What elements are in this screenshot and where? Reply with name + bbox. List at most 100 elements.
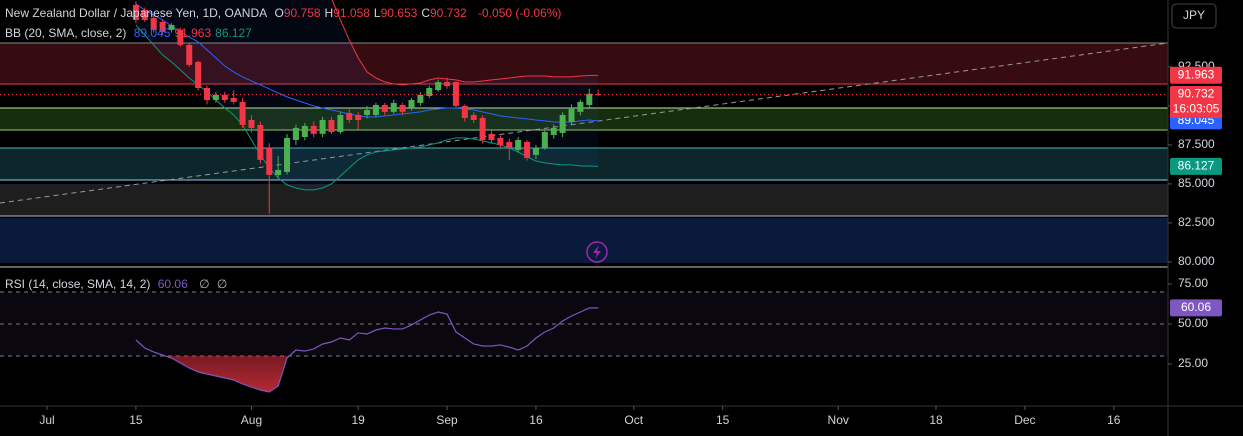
x-tick-label: Jul	[39, 413, 54, 427]
candle-body	[444, 82, 451, 87]
zone	[0, 43, 1168, 84]
candle-body	[328, 119, 335, 132]
price-tag	[1170, 299, 1222, 317]
ohlc: O90.758 H91.058 L90.653 C90.732	[275, 6, 471, 20]
price-tag	[1170, 157, 1222, 175]
candle-body	[177, 29, 184, 45]
price-tag-label: 91.963	[1178, 67, 1215, 81]
candle-body	[292, 127, 299, 140]
ohlc-value: 90.732	[429, 6, 467, 20]
candle-body	[488, 133, 495, 140]
rsi-last: 60.06	[157, 277, 188, 291]
ohlc-value: 90.758	[283, 6, 321, 20]
x-tick-label: 16	[1107, 413, 1121, 427]
currency[interactable]: JPY	[1183, 8, 1205, 22]
candle-body	[301, 125, 308, 137]
candle-body	[319, 119, 326, 134]
candle-body	[497, 137, 504, 145]
rsi-line	[135, 307, 599, 393]
candle-body	[435, 82, 442, 91]
candle-body	[159, 21, 166, 32]
rsi-value: 60.06	[158, 277, 192, 291]
candle-body	[506, 141, 513, 148]
candle-body	[461, 105, 468, 118]
candle-body	[221, 94, 228, 101]
x-tick-label: 18	[929, 413, 943, 427]
candle-body	[346, 112, 353, 120]
candle-body	[568, 107, 575, 123]
axes: 80.00082.50085.00087.50090.00092.500Jul1…	[39, 59, 1222, 427]
candle-body	[470, 114, 477, 120]
zone	[0, 148, 1168, 180]
candle-body	[417, 94, 424, 103]
bb-legend: BB (20, SMA, close, 2) 89.045 91.963 86.12…	[5, 26, 260, 40]
candle-body	[452, 82, 459, 106]
candle-body	[195, 61, 202, 88]
x-tick-label: Sep	[436, 413, 458, 427]
candle-body	[266, 147, 273, 175]
countdown: 16:03:05	[1173, 102, 1220, 116]
candle-body	[239, 101, 246, 125]
ohlc-value: 91.058	[333, 6, 370, 20]
bb-values: 89.045 91.963 86.127	[134, 26, 256, 40]
candle-body	[337, 114, 344, 132]
zone	[0, 108, 1168, 130]
candle-body	[559, 114, 566, 133]
rsi-pane	[0, 291, 1168, 393]
price-tag-label: 60.06	[1181, 300, 1211, 314]
bb-value: 89.045	[133, 26, 171, 40]
candle-body	[408, 100, 415, 108]
x-tick-label: Oct	[624, 413, 643, 427]
main-legend: New Zealand Dollar / Japanese Yen, 1D, O…	[5, 6, 565, 20]
candle-body	[381, 104, 388, 112]
candle-body	[141, 9, 148, 20]
zone	[0, 184, 1168, 216]
candle-body	[479, 117, 486, 140]
bb-fill	[135, 0, 599, 190]
price-tag	[1170, 86, 1222, 119]
candle-body	[275, 169, 282, 175]
x-tick-label: 19	[351, 413, 365, 427]
candle-body	[248, 119, 255, 128]
currency-button[interactable]	[1171, 3, 1217, 29]
candle-body	[399, 104, 406, 112]
y-tick-label: 85.000	[1178, 176, 1215, 190]
ohlc-label: C	[421, 6, 430, 20]
ohlc-label: L	[373, 6, 381, 20]
candle-body	[204, 87, 211, 101]
ohlc-label: H	[324, 6, 334, 20]
x-tick-label: Dec	[1014, 413, 1035, 427]
candle-body	[212, 94, 219, 101]
candle-body	[532, 147, 539, 155]
y-tick-label: 50.00	[1178, 316, 1208, 330]
zones	[0, 42, 1168, 263]
bb-value: 86.127	[215, 26, 252, 40]
flash-bolt	[593, 245, 601, 259]
symbol-title: New Zealand Dollar / Japanese Yen, 1D, O…	[5, 6, 268, 20]
x-tick-label: 16	[529, 413, 543, 427]
candle-body	[364, 109, 371, 115]
candle-body	[550, 127, 557, 135]
rsi-placeholder: ∅	[199, 277, 210, 291]
ohlc-value: 90.653	[380, 6, 418, 20]
bb-value: 91.963	[174, 26, 212, 40]
y-tick-label: 87.500	[1178, 137, 1215, 151]
x-tick-label: 15	[716, 413, 730, 427]
rsi-legend: RSI (14, close, SMA, 14, 2) 60.06 ∅ ∅	[5, 277, 231, 291]
candle-body	[586, 93, 593, 105]
y-tick-label: 82.500	[1178, 215, 1215, 229]
candle-body	[515, 139, 522, 150]
x-tick-label: 15	[129, 413, 143, 427]
price-pane	[132, 0, 602, 214]
price-tag	[1170, 66, 1222, 84]
candle-body	[426, 87, 433, 96]
price-tag-label: 90.732	[1178, 87, 1215, 101]
candle-body	[355, 114, 362, 120]
rsi-title: RSI (14, close, SMA, 14, 2)	[5, 277, 151, 291]
flash-icon	[586, 241, 608, 263]
candle-body	[541, 131, 548, 148]
candle-body	[168, 24, 175, 30]
candle-body	[257, 124, 264, 160]
